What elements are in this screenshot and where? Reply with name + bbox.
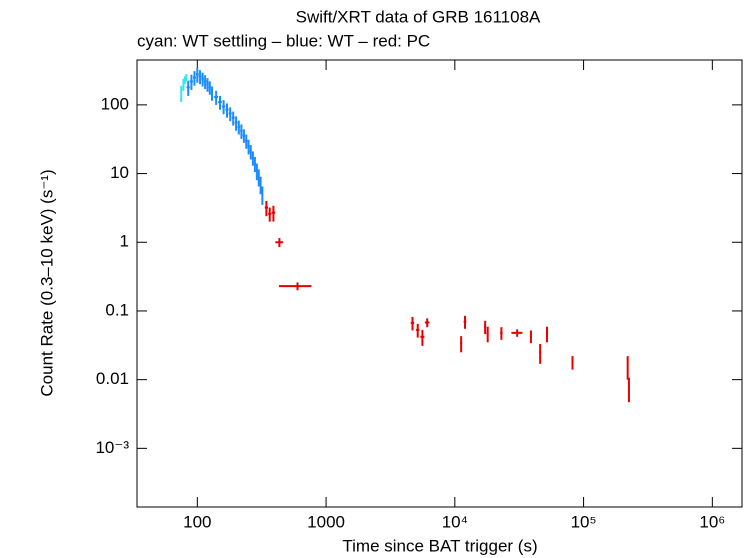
chart-title: Swift/XRT data of GRB 161108A (296, 7, 541, 26)
x-tick-label: 10⁴ (442, 512, 468, 531)
y-tick-label: 10 (110, 163, 129, 182)
x-tick-label: 1000 (307, 512, 345, 531)
x-axis-label: Time since BAT trigger (s) (342, 536, 537, 555)
x-tick-label: 100 (183, 512, 211, 531)
y-axis-label: Count Rate (0.3–10 keV) (s⁻¹) (37, 169, 56, 396)
x-tick-label: 10⁶ (699, 512, 725, 531)
chart-subtitle: cyan: WT settling – blue: WT – red: PC (137, 31, 430, 50)
y-tick-label: 10⁻³ (95, 438, 129, 457)
y-tick-label: 100 (101, 94, 129, 113)
plot-frame (136, 59, 743, 508)
y-tick-label: 1 (120, 232, 129, 251)
y-tick-label: 0.01 (96, 369, 129, 388)
x-tick-label: 10⁵ (571, 512, 597, 531)
y-tick-label: 0.1 (105, 300, 129, 319)
